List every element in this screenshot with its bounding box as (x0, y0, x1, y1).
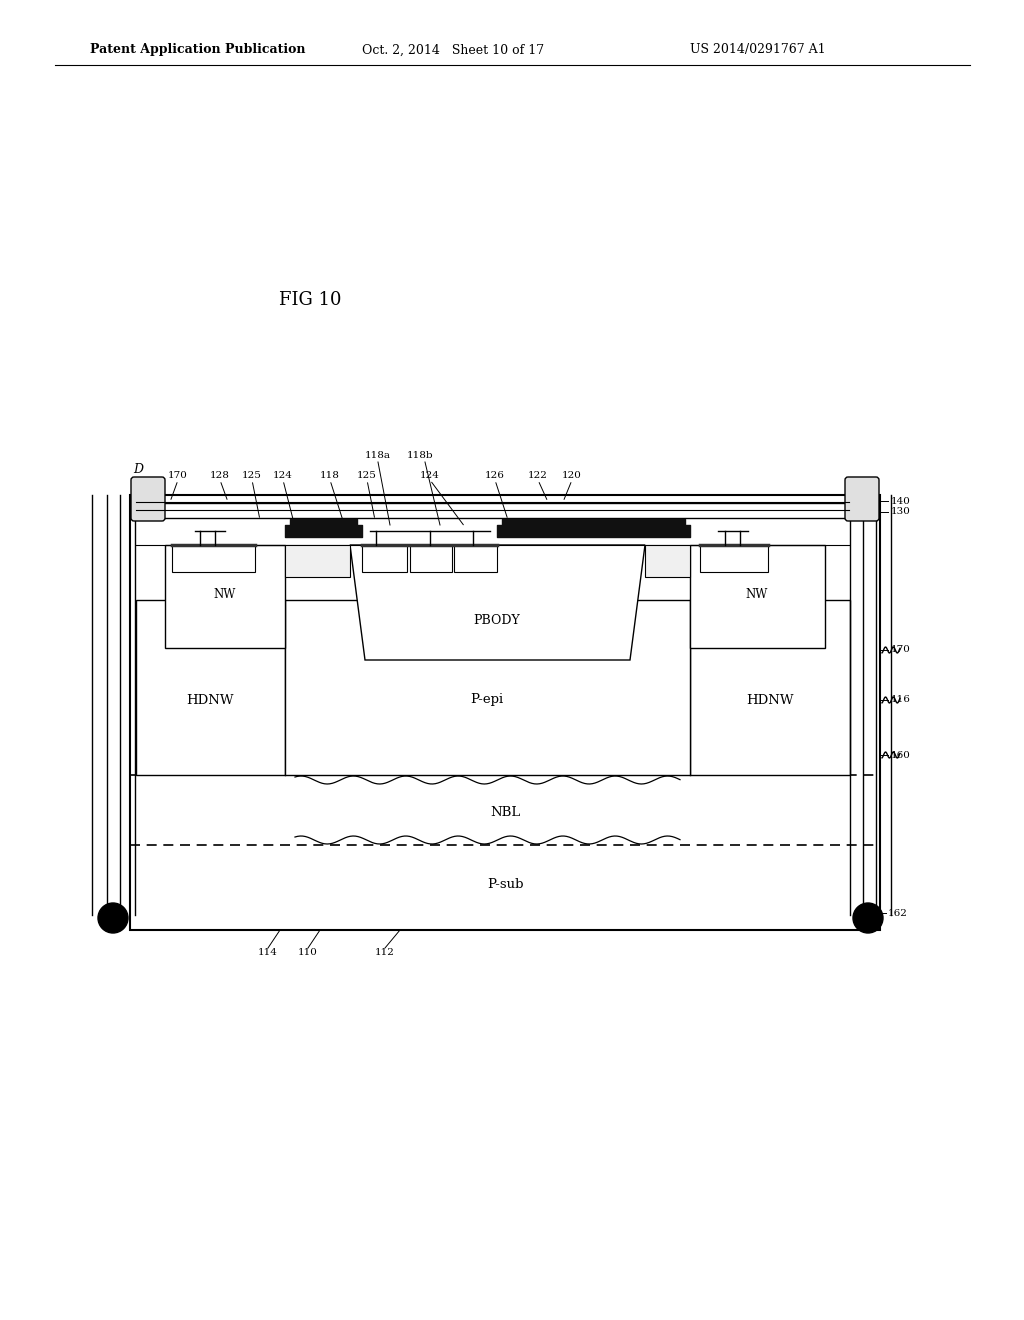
Text: NW: NW (214, 589, 237, 602)
Text: Oct. 2, 2014   Sheet 10 of 17: Oct. 2, 2014 Sheet 10 of 17 (362, 44, 544, 57)
Text: 128: 128 (210, 471, 230, 480)
Text: FIG 10: FIG 10 (279, 290, 341, 309)
Circle shape (853, 903, 883, 933)
Polygon shape (350, 545, 645, 660)
Text: 170: 170 (891, 645, 911, 655)
Text: HDNW: HDNW (186, 693, 233, 706)
Text: 114: 114 (258, 948, 278, 957)
Circle shape (98, 903, 128, 933)
Text: 112: 112 (375, 948, 395, 957)
Polygon shape (165, 545, 285, 648)
Bar (690, 601, 850, 775)
Text: 140: 140 (891, 496, 911, 506)
Bar (410, 545, 452, 572)
Text: P+: P+ (424, 554, 438, 564)
Text: 126: 126 (485, 471, 505, 480)
Text: P-epi: P-epi (470, 693, 504, 706)
Text: 118a: 118a (365, 451, 391, 459)
Text: Patent Application Publication: Patent Application Publication (90, 44, 305, 57)
Text: 116: 116 (891, 696, 911, 705)
Text: 130: 130 (891, 507, 911, 516)
Text: 122: 122 (528, 471, 548, 480)
FancyBboxPatch shape (131, 477, 165, 521)
Bar (645, 545, 690, 577)
Text: 124: 124 (420, 471, 440, 480)
Text: P-sub: P-sub (486, 879, 523, 891)
Bar (454, 545, 497, 572)
Text: D: D (133, 463, 143, 477)
Text: 160: 160 (891, 751, 911, 759)
Text: NBL: NBL (489, 805, 520, 818)
Text: HDNW: HDNW (746, 693, 794, 706)
Bar (690, 545, 825, 648)
Text: 170: 170 (168, 471, 188, 480)
Text: 125: 125 (242, 471, 262, 480)
Text: NW: NW (745, 589, 768, 602)
Text: N+: N+ (205, 554, 221, 564)
Text: 118b: 118b (407, 451, 433, 459)
Text: 118: 118 (321, 471, 340, 480)
Text: PBODY: PBODY (474, 614, 520, 627)
Text: N+: N+ (376, 554, 392, 564)
Text: 124: 124 (273, 471, 293, 480)
Text: 110: 110 (298, 948, 317, 957)
Bar (700, 545, 768, 572)
Bar (136, 601, 285, 775)
Text: US 2014/0291767 A1: US 2014/0291767 A1 (690, 44, 825, 57)
Bar (172, 545, 255, 572)
Text: N+: N+ (726, 554, 742, 564)
Bar (285, 545, 350, 577)
Bar (130, 495, 880, 931)
Text: 125: 125 (357, 471, 377, 480)
Text: 162: 162 (888, 908, 908, 917)
Bar (362, 545, 407, 572)
Bar (285, 601, 690, 775)
FancyBboxPatch shape (845, 477, 879, 521)
Text: N+: N+ (467, 554, 483, 564)
Text: 120: 120 (562, 471, 582, 480)
